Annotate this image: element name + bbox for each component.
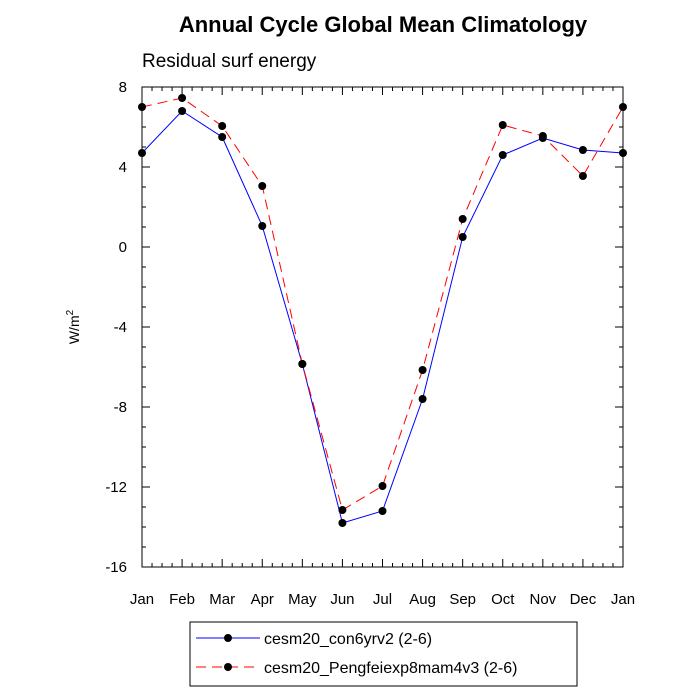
series-1-point-jun — [338, 519, 347, 527]
legend-label-series-1: cesm20_con6yrv2 (2-6) — [264, 631, 432, 648]
x-tick-label: Jul — [373, 591, 392, 608]
y-axis-label-base: W/m — [66, 315, 82, 344]
x-tick-label: Jan — [130, 591, 154, 608]
x-tick-label: Aug — [409, 591, 436, 608]
series-1-point-jan — [138, 149, 146, 157]
legend-marker-series-1 — [224, 634, 232, 642]
y-tick-label: 4 — [119, 159, 127, 176]
series-2-point-nov — [538, 132, 547, 140]
series-2-point-aug — [418, 366, 427, 374]
chart-subtitle: Residual surf energy — [142, 51, 317, 72]
series-1-point-jul — [378, 507, 387, 515]
x-tick-label: Feb — [169, 591, 195, 608]
series-2-point-oct — [498, 121, 507, 129]
legend-marker-series-2 — [224, 663, 232, 671]
series-2-point-jul — [378, 482, 387, 490]
chart-title: Annual Cycle Global Mean Climatology — [179, 12, 588, 37]
legend: cesm20_con6yrv2 (2-6) cesm20_Pengfeiexp8… — [189, 621, 578, 687]
x-tick-label: Oct — [491, 591, 515, 608]
series-2-point-jan — [138, 103, 146, 111]
series-layer — [138, 94, 627, 527]
y-axis-label-superscript: 2 — [65, 309, 76, 315]
x-tick-label: Sep — [449, 591, 476, 608]
x-axis-ticks: Jan Feb Mar Apr May Jun Jul Aug Sep Oct Nov Dec Jan — [130, 87, 635, 608]
legend-label-series-2: cesm20_Pengfeiexp8mam4v3 (2-6) — [264, 660, 517, 677]
series-2-point-feb — [178, 94, 187, 102]
y-tick-label: 8 — [119, 79, 127, 96]
x-tick-label: Nov — [529, 591, 556, 608]
y-tick-label: -12 — [105, 479, 127, 496]
series-1-point-jan — [619, 149, 627, 157]
y-axis-label: W/m2 — [65, 309, 82, 344]
series-2-point-dec — [578, 172, 587, 180]
series-2-point-sep — [458, 215, 467, 223]
series-2-point-apr — [258, 182, 267, 190]
y-axis-ticks: 8 4 0 -4 -8 -12 -16 — [105, 79, 623, 576]
series-1-point-mar — [218, 133, 227, 141]
series-1-point-sep — [458, 233, 467, 241]
legend-box — [189, 621, 578, 687]
y-tick-label: -8 — [114, 399, 127, 416]
x-tick-label: Mar — [209, 591, 235, 608]
series-2-point-mar — [218, 122, 227, 130]
series-2-point-jun — [338, 506, 347, 514]
x-tick-label: Jun — [330, 591, 354, 608]
y-tick-label: -4 — [114, 319, 127, 336]
series-line-1 — [141, 110, 624, 524]
series-2-point-may — [298, 360, 307, 368]
series-1-point-oct — [498, 151, 507, 159]
y-tick-label: -16 — [105, 559, 127, 576]
y-tick-label: 0 — [119, 239, 127, 256]
x-tick-label: Jan — [611, 591, 635, 608]
series-1-point-apr — [258, 222, 267, 230]
plot-frame — [141, 86, 624, 568]
series-1-point-aug — [418, 395, 427, 403]
x-tick-label: Apr — [251, 591, 274, 608]
series-line-2 — [141, 97, 624, 511]
series-1-point-feb — [178, 107, 187, 115]
x-tick-label: Dec — [570, 591, 597, 608]
series-1-point-dec — [578, 146, 587, 154]
x-tick-label: May — [288, 591, 317, 608]
series-2-point-jan — [619, 103, 627, 111]
